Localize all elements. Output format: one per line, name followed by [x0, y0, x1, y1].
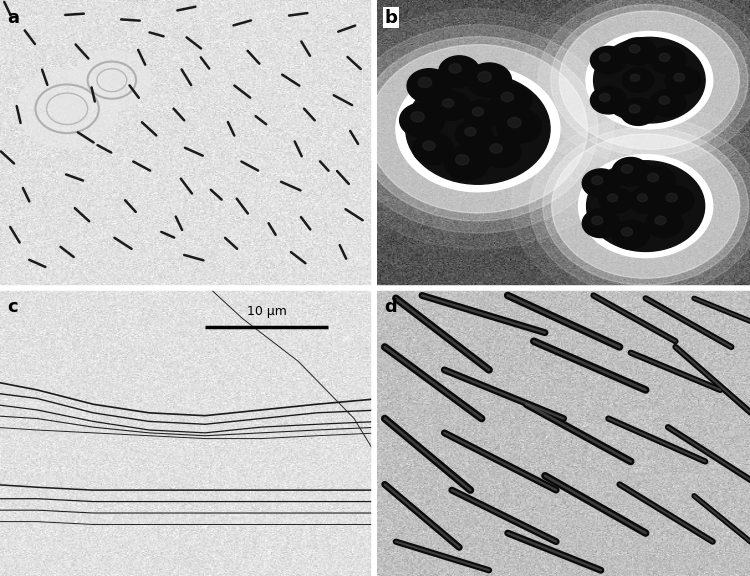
Circle shape [491, 85, 532, 116]
Circle shape [466, 63, 512, 97]
Circle shape [612, 157, 650, 186]
Circle shape [463, 100, 500, 129]
Circle shape [442, 98, 454, 107]
Circle shape [608, 194, 617, 202]
Circle shape [478, 71, 491, 82]
Circle shape [508, 118, 521, 128]
Circle shape [590, 47, 626, 74]
Circle shape [638, 166, 676, 195]
Circle shape [496, 109, 542, 143]
Circle shape [646, 209, 683, 238]
Circle shape [472, 107, 484, 116]
Circle shape [407, 69, 452, 103]
Circle shape [638, 194, 647, 202]
Circle shape [406, 73, 550, 184]
Circle shape [650, 47, 686, 74]
Circle shape [659, 53, 670, 62]
Circle shape [599, 188, 632, 213]
Circle shape [520, 0, 750, 179]
Circle shape [657, 186, 694, 215]
Text: a: a [8, 9, 20, 26]
Circle shape [530, 117, 750, 295]
Circle shape [449, 64, 461, 73]
Circle shape [560, 11, 740, 149]
Circle shape [659, 96, 670, 104]
Circle shape [342, 25, 614, 233]
Circle shape [53, 98, 82, 120]
Circle shape [590, 86, 626, 114]
Circle shape [538, 0, 750, 166]
Circle shape [674, 73, 685, 82]
Circle shape [582, 209, 620, 238]
Circle shape [628, 188, 662, 213]
Circle shape [16, 70, 118, 147]
Circle shape [358, 37, 598, 221]
Circle shape [586, 161, 705, 252]
Circle shape [490, 144, 502, 153]
Circle shape [73, 50, 151, 110]
Circle shape [321, 9, 634, 249]
Circle shape [578, 154, 712, 257]
Circle shape [101, 72, 122, 88]
Circle shape [630, 74, 640, 81]
Circle shape [655, 216, 666, 225]
Circle shape [411, 112, 424, 122]
Circle shape [665, 66, 700, 94]
Circle shape [465, 127, 476, 136]
Circle shape [599, 53, 610, 62]
Circle shape [368, 45, 587, 213]
Circle shape [413, 133, 454, 165]
Text: b: b [385, 9, 398, 26]
Circle shape [622, 228, 632, 236]
Circle shape [629, 105, 640, 113]
Circle shape [593, 37, 705, 123]
Circle shape [629, 45, 640, 53]
Circle shape [444, 146, 489, 180]
Circle shape [622, 68, 654, 92]
Circle shape [622, 165, 632, 173]
Circle shape [599, 93, 610, 101]
Circle shape [433, 92, 470, 120]
Circle shape [455, 154, 469, 165]
Circle shape [592, 176, 603, 185]
Circle shape [586, 32, 712, 129]
Circle shape [550, 5, 748, 156]
Circle shape [512, 103, 750, 309]
Circle shape [650, 89, 686, 117]
Text: d: d [385, 298, 398, 316]
Circle shape [647, 173, 658, 182]
Text: c: c [8, 298, 18, 316]
Circle shape [439, 56, 480, 88]
Circle shape [480, 136, 520, 168]
Circle shape [620, 38, 656, 65]
Circle shape [396, 66, 560, 192]
Circle shape [501, 92, 514, 102]
Circle shape [620, 98, 656, 126]
Circle shape [423, 141, 435, 150]
Circle shape [455, 120, 493, 149]
Circle shape [592, 216, 603, 225]
Circle shape [582, 169, 620, 198]
Circle shape [666, 193, 677, 202]
Circle shape [419, 77, 432, 88]
Circle shape [612, 221, 650, 249]
Text: 10 μm: 10 μm [247, 305, 286, 319]
Circle shape [400, 103, 444, 138]
Circle shape [552, 134, 740, 278]
Circle shape [543, 127, 748, 285]
